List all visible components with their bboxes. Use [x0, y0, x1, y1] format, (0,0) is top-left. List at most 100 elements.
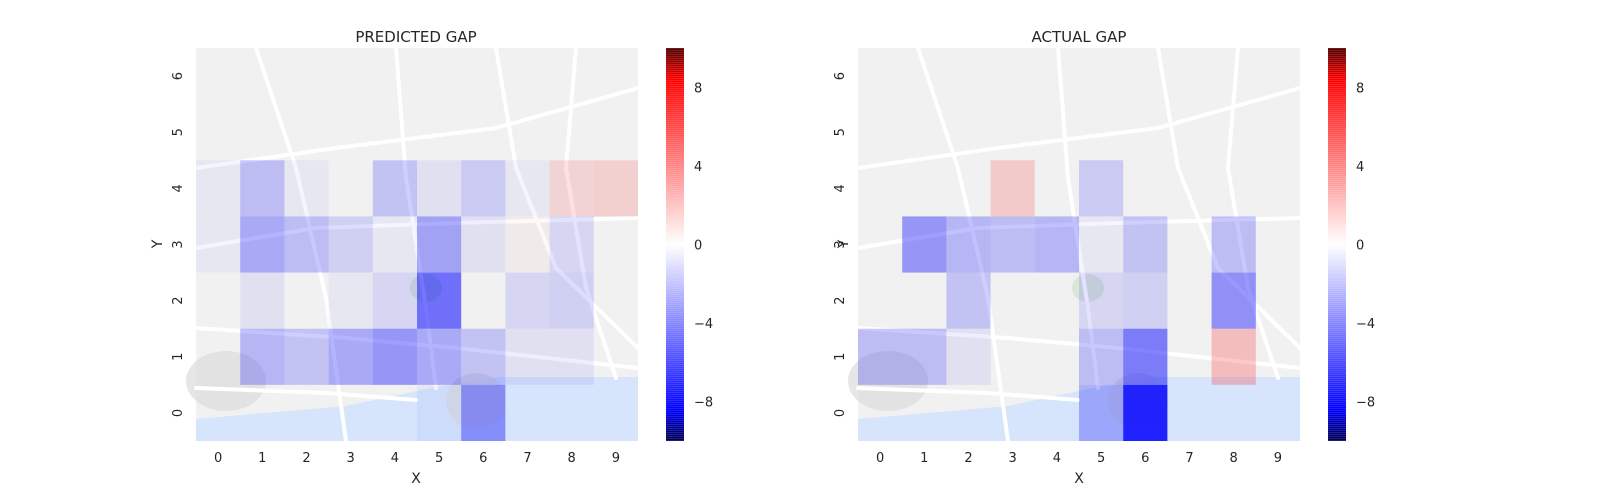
heatmap-cell	[902, 216, 947, 273]
actual-gap-panel: ACTUAL GAP 0 1 2 3 4 5 6 7 8 9 0 1 2 3 4 5 6 X Y 8 4 0 −4 −…	[833, 28, 1375, 487]
map-road	[194, 86, 640, 170]
heatmap-cell	[328, 216, 373, 273]
y-axis-ticks: 0 1 2 3 4 5 6	[833, 72, 848, 417]
x-tick-label: 2	[302, 451, 310, 466]
x-tick-label: 5	[1097, 451, 1105, 466]
heatmap-cell	[240, 272, 285, 329]
map-park	[1072, 274, 1104, 302]
map-road	[394, 46, 438, 390]
heatmap-cell	[461, 216, 506, 273]
heatmap-cell	[284, 160, 329, 217]
colorbar-texture	[666, 48, 684, 441]
heatmap-cell	[284, 328, 329, 385]
y-tick-label: 0	[833, 409, 848, 417]
x-tick-label: 1	[920, 451, 928, 466]
x-axis-label: X	[1074, 471, 1084, 487]
heatmap-cell	[1211, 216, 1256, 273]
map-terrain	[848, 351, 928, 411]
y-tick-label: 1	[833, 353, 848, 361]
heatmap-cell	[990, 160, 1035, 217]
colorbar-tick-label: −4	[694, 317, 713, 332]
x-tick-label: 0	[214, 451, 222, 466]
y-axis-ticks: 0 1 2 3 4 5 6	[171, 72, 186, 417]
map-road	[1156, 46, 1302, 350]
colorbar-tick-label: 8	[1356, 81, 1364, 96]
map-road	[194, 216, 640, 250]
map-road	[563, 46, 618, 380]
x-tick-label: 3	[347, 451, 355, 466]
heatmap-cell	[328, 328, 373, 385]
y-tick-label: 4	[833, 184, 848, 192]
map-road	[254, 46, 348, 443]
heatmap-cell	[990, 216, 1035, 273]
heatmap-cell	[1079, 328, 1124, 385]
heatmap-cell	[1079, 216, 1124, 273]
colorbar-tick-label: −8	[1356, 396, 1375, 411]
chart-title: PREDICTED GAP	[355, 28, 476, 46]
y-axis-label: Y	[150, 239, 166, 249]
map-road	[856, 86, 1302, 170]
map-road	[856, 216, 1302, 250]
y-tick-label: 0	[171, 409, 186, 417]
colorbar-tick-label: 0	[694, 239, 702, 254]
x-tick-label: 2	[964, 451, 972, 466]
x-tick-label: 6	[1141, 451, 1149, 466]
heatmap-cell	[946, 216, 991, 273]
street-map-background	[186, 46, 640, 443]
y-tick-label: 5	[833, 128, 848, 136]
map-road	[856, 386, 1080, 402]
chart-title: ACTUAL GAP	[1032, 28, 1127, 46]
heatmap-cell	[372, 328, 417, 385]
map-terrain	[446, 373, 506, 429]
heatmap-cell	[505, 272, 550, 329]
colorbar-tick-label: 8	[694, 81, 702, 96]
colorbar-tick-label: −8	[694, 396, 713, 411]
heatmap-cell	[461, 160, 506, 217]
y-tick-label: 2	[171, 297, 186, 305]
x-tick-label: 8	[1230, 451, 1238, 466]
heatmap-cell	[902, 328, 947, 385]
heatmap-cell	[593, 160, 638, 217]
heatmap-cell	[240, 328, 285, 385]
heatmap-cell	[1123, 328, 1168, 385]
x-tick-label: 1	[258, 451, 266, 466]
heatmap-cell	[328, 272, 373, 329]
y-tick-label: 6	[171, 72, 186, 80]
colorbar-texture	[1328, 48, 1346, 441]
heatmap-cell	[240, 160, 285, 217]
x-tick-label: 6	[479, 451, 487, 466]
map-road	[1056, 46, 1100, 390]
colorbar-tick-label: 4	[694, 160, 702, 175]
y-tick-label: 3	[171, 240, 186, 248]
x-axis-ticks: 0 1 2 3 4 5 6 7 8 9	[214, 451, 620, 466]
map-terrain	[186, 351, 266, 411]
colorbar: 8 4 0 −4 −8	[666, 48, 713, 441]
heatmap-cell	[1211, 272, 1256, 329]
heatmap-cell	[1079, 272, 1124, 329]
map-road	[194, 326, 640, 370]
heatmap-cell	[1123, 216, 1168, 273]
x-tick-label: 0	[876, 451, 884, 466]
heatmap-cell	[417, 160, 462, 217]
colorbar-tick-label: −4	[1356, 317, 1375, 332]
heatmap-cell	[240, 216, 285, 273]
y-tick-label: 2	[833, 297, 848, 305]
heatmap-cell	[372, 160, 417, 217]
map-road	[916, 46, 1010, 443]
heatmap-cell	[372, 272, 417, 329]
heatmap-cell	[417, 216, 462, 273]
heatmap-cell	[196, 160, 241, 217]
x-tick-label: 8	[568, 451, 576, 466]
x-tick-label: 4	[391, 451, 399, 466]
map-road	[856, 326, 1302, 370]
heatmap-cells	[858, 160, 1256, 441]
x-tick-label: 7	[523, 451, 531, 466]
street-map-background	[848, 46, 1302, 443]
x-axis-label: X	[411, 471, 421, 487]
heatmap-cell	[1123, 272, 1168, 329]
x-tick-label: 9	[612, 451, 620, 466]
map-river	[858, 377, 1300, 441]
heatmap-cell	[284, 216, 329, 273]
heatmap-cell	[549, 328, 594, 385]
